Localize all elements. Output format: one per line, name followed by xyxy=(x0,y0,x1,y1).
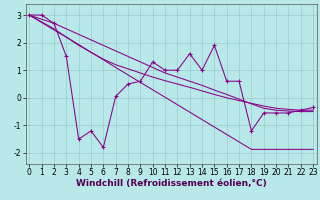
X-axis label: Windchill (Refroidissement éolien,°C): Windchill (Refroidissement éolien,°C) xyxy=(76,179,267,188)
